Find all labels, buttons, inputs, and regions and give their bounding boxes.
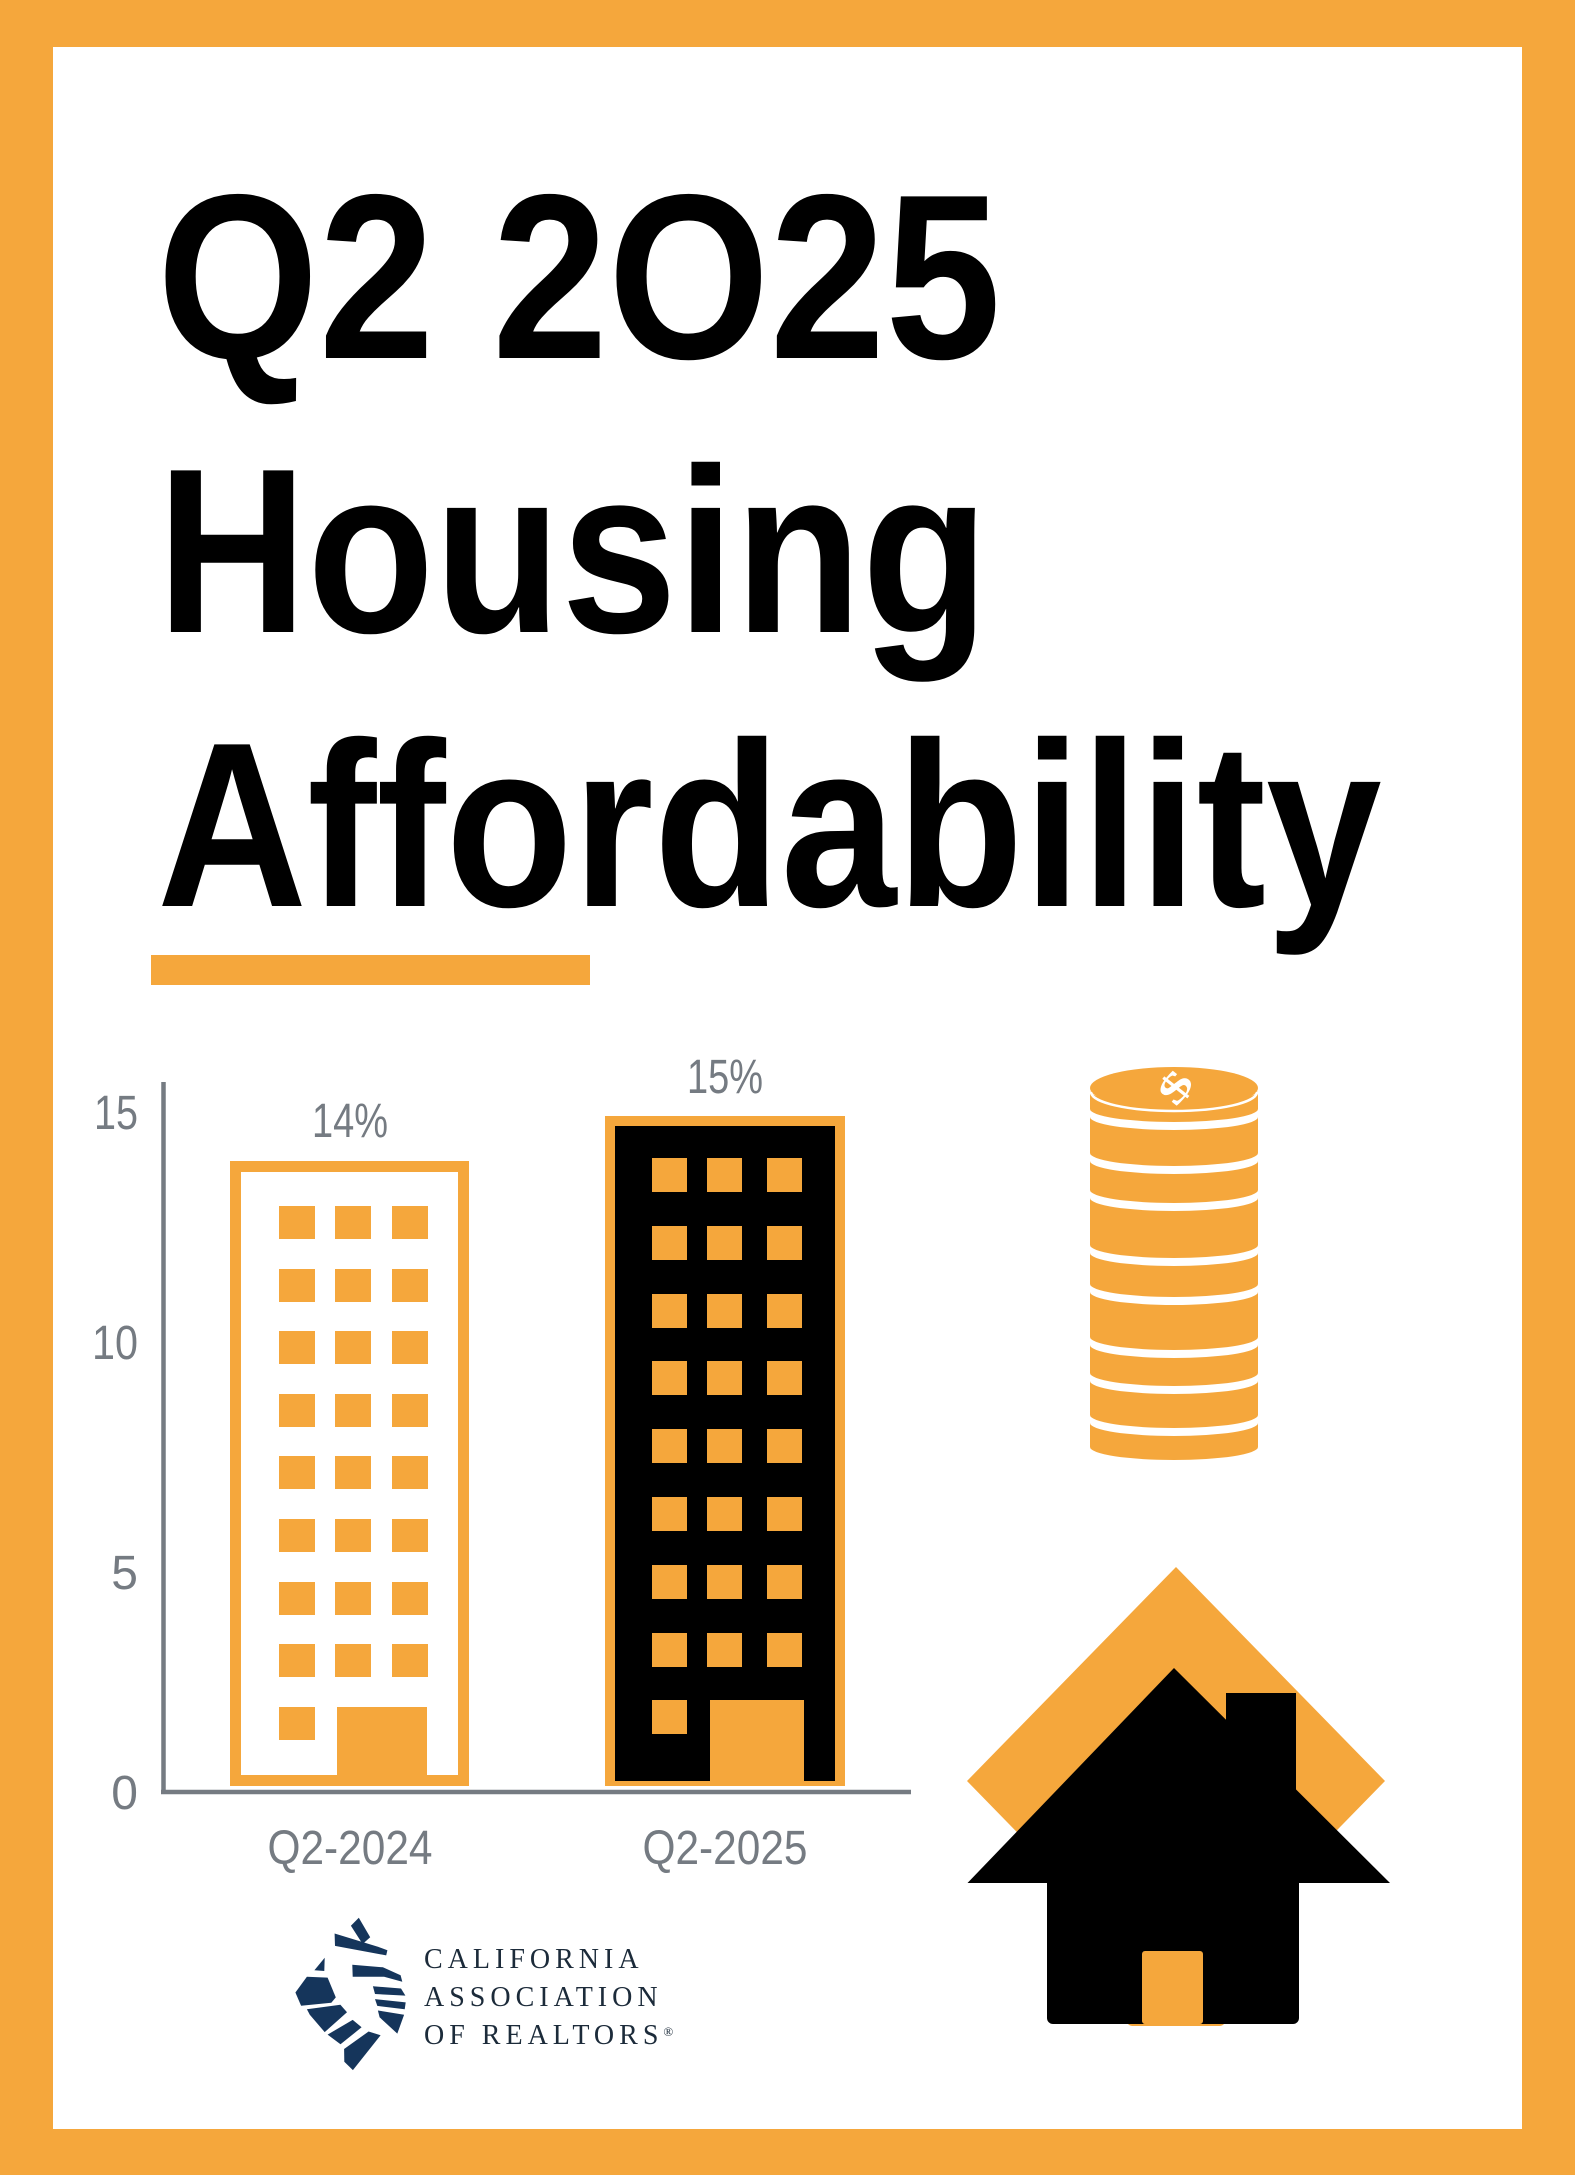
svg-text:ASSOCIATION: ASSOCIATION — [424, 1982, 663, 2013]
svg-text:CALIFORNIA: CALIFORNIA — [424, 1944, 644, 1975]
svg-text:15%: 15% — [687, 1051, 763, 1104]
svg-text:14%: 14% — [312, 1095, 388, 1148]
svg-text:5: 5 — [111, 1547, 138, 1600]
svg-text:OF REALTORS®: OF REALTORS® — [424, 2020, 678, 2051]
svg-text:15: 15 — [94, 1087, 138, 1140]
svg-text:Q2-2025: Q2-2025 — [643, 1822, 808, 1875]
svg-text:0: 0 — [111, 1767, 138, 1820]
svg-text:Q2-2024: Q2-2024 — [268, 1822, 433, 1875]
svg-text:10: 10 — [92, 1317, 138, 1370]
